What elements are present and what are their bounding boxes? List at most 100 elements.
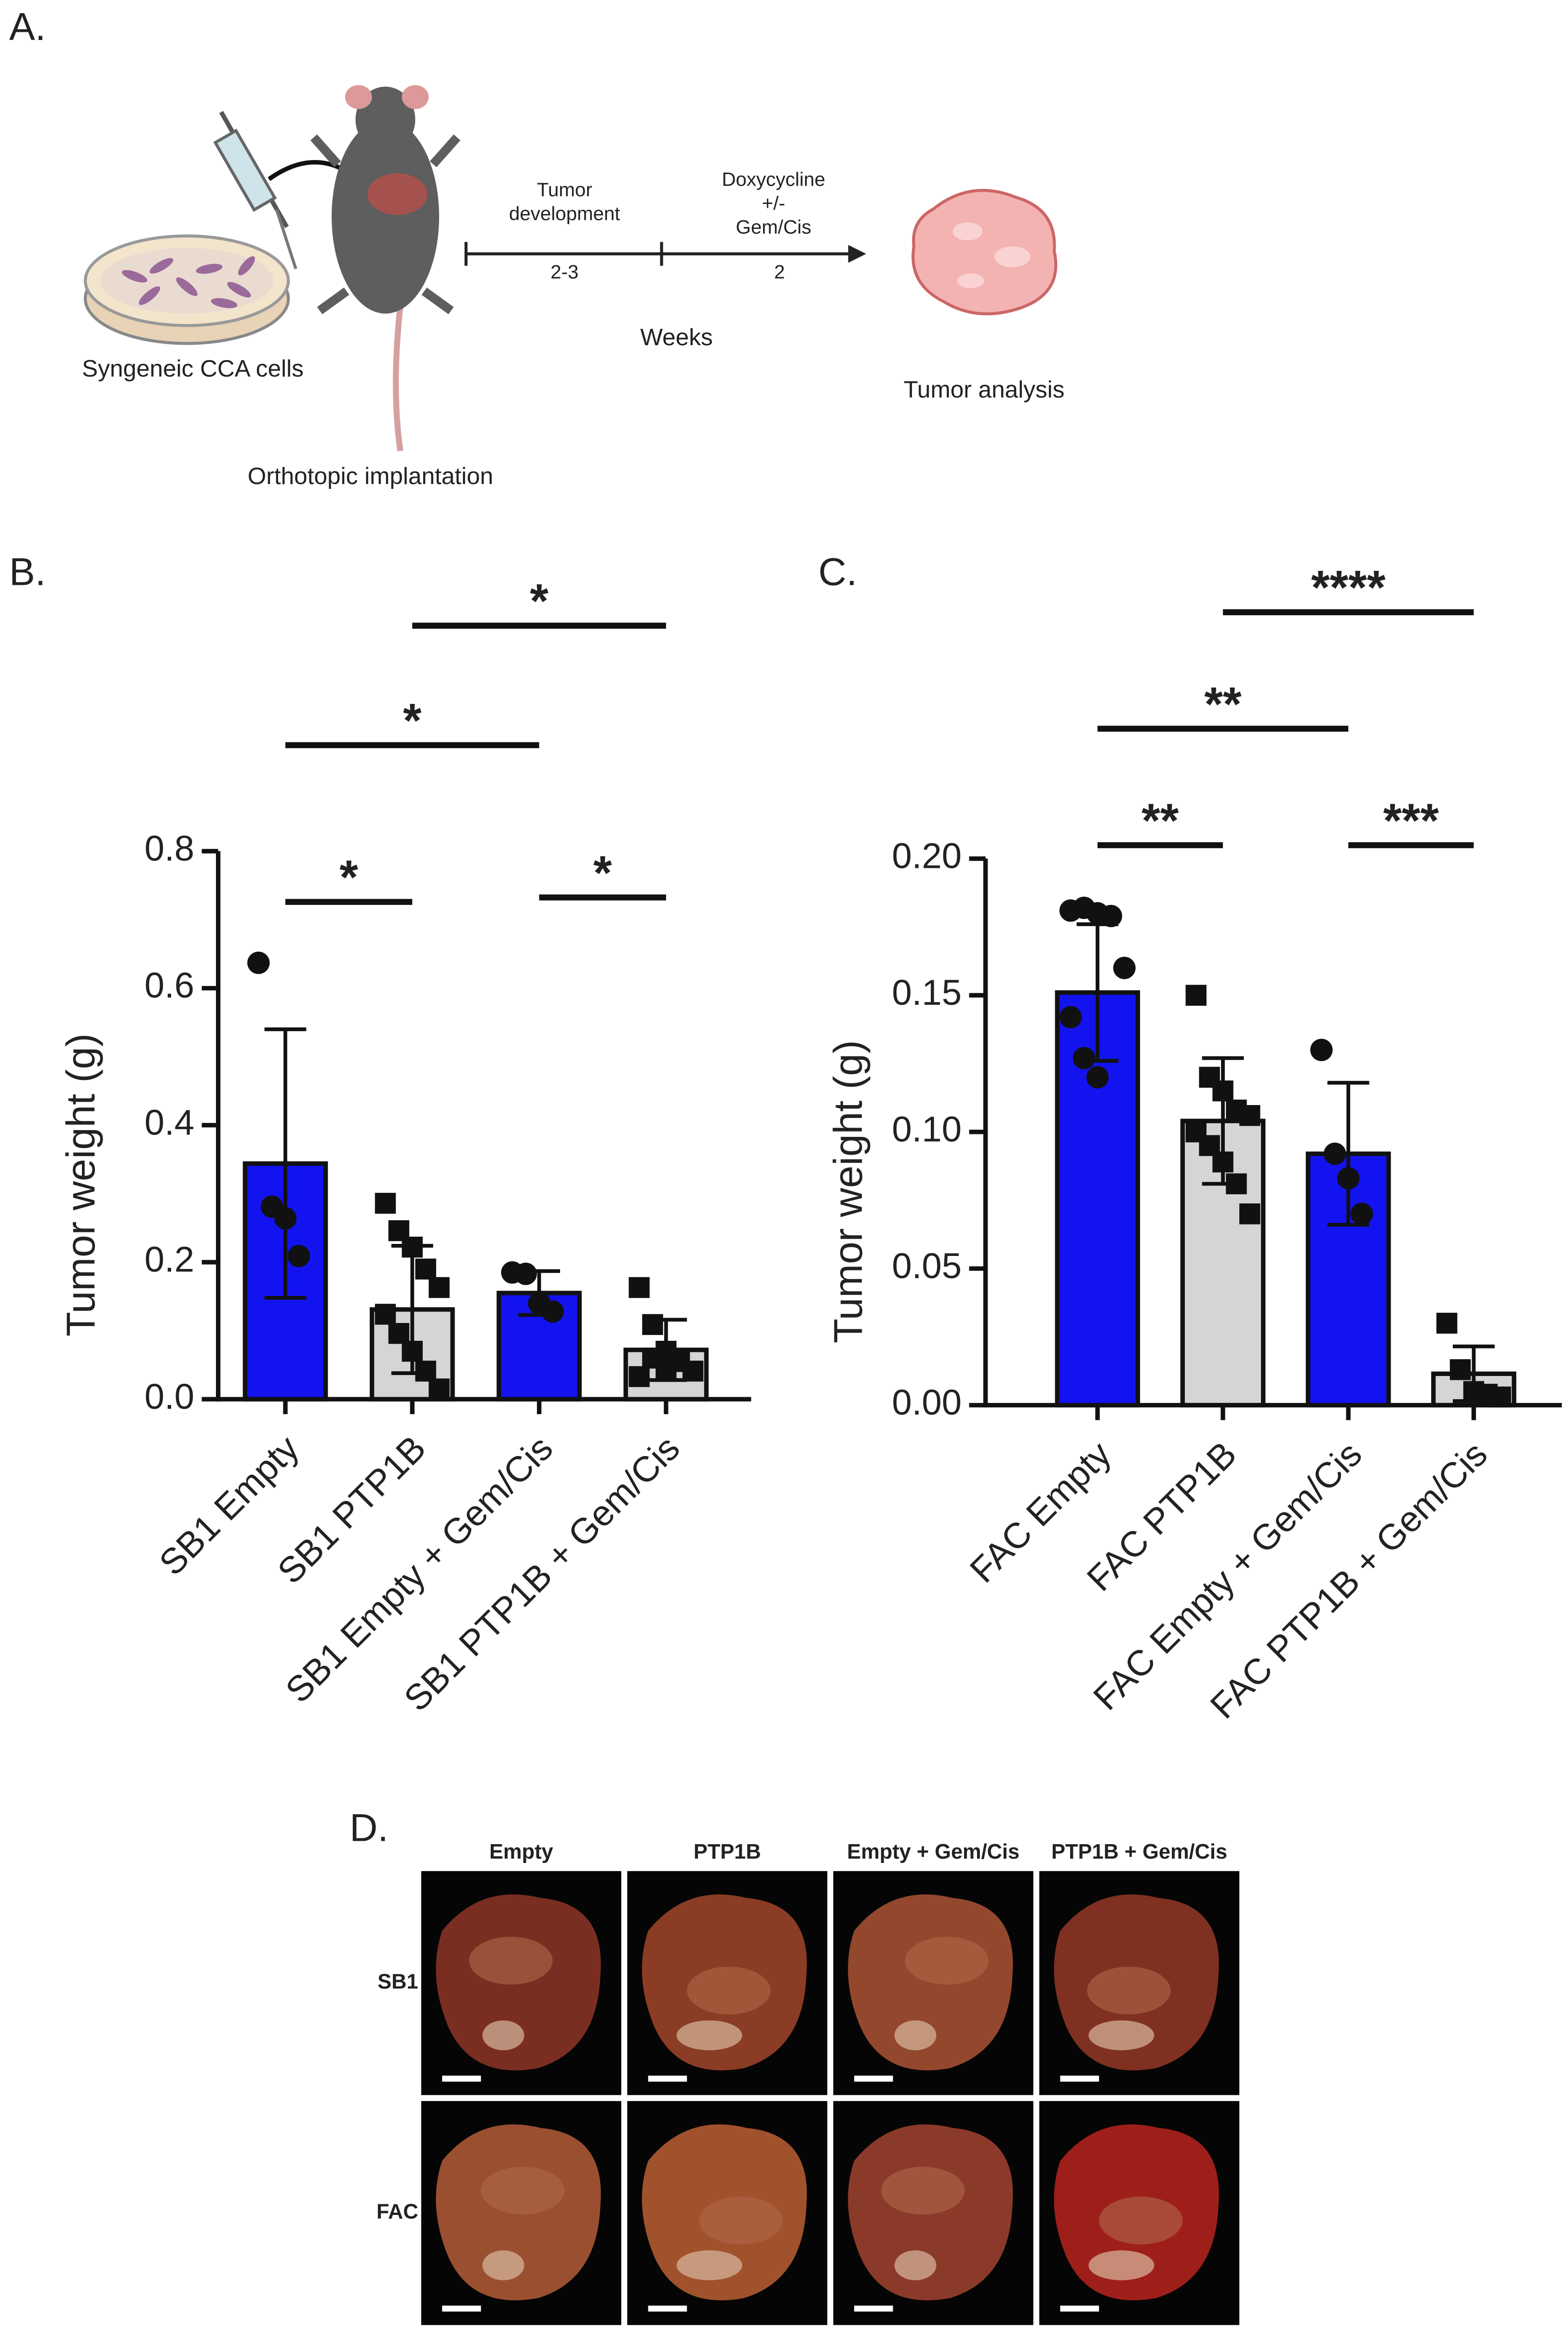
step-label: +/-: [762, 192, 785, 214]
y-tick-label: 0.4: [145, 1102, 194, 1142]
step-duration: 2: [774, 261, 785, 283]
data-point: [541, 1300, 564, 1323]
tumor-nodule: [1088, 2250, 1154, 2280]
tumor-nodule: [482, 2020, 524, 2051]
y-tick-label: 0.05: [892, 1246, 962, 1286]
tumor-nodule: [482, 2250, 524, 2280]
significance-label: ****: [1311, 561, 1386, 615]
significance-label: **: [1205, 677, 1242, 731]
data-point: [247, 951, 270, 974]
significance-label: **: [1141, 794, 1179, 848]
liver-highlight: [1087, 1967, 1171, 2015]
liver-highlight: [481, 2167, 565, 2215]
data-point: [1086, 1066, 1109, 1089]
mouse: [310, 85, 461, 452]
row-header: SB1: [377, 1970, 418, 1994]
panel-label: C.: [818, 551, 858, 594]
step-label: development: [509, 203, 620, 225]
syringe: [213, 110, 297, 270]
liver-highlight: [1099, 2197, 1183, 2245]
data-point: [1310, 1039, 1333, 1061]
column-header: PTP1B + Gem/Cis: [1051, 1840, 1227, 1863]
data-point: [1059, 1006, 1082, 1028]
significance-label: *: [530, 575, 549, 628]
liver-highlight: [881, 2167, 965, 2215]
y-tick-label: 0.15: [892, 972, 962, 1012]
y-tick-label: 0.2: [145, 1240, 194, 1280]
data-point: [1072, 1047, 1096, 1069]
column-header: Empty: [489, 1840, 553, 1863]
tumor-nodule: [894, 2020, 937, 2051]
data-point: [682, 1361, 704, 1382]
data-point: [1436, 1312, 1458, 1334]
step-label: Gem/Cis: [736, 216, 812, 238]
data-point: [415, 1258, 436, 1280]
liver-highlight: [905, 1937, 989, 1985]
data-point: [514, 1262, 537, 1285]
tumor-nodule: [676, 2020, 742, 2051]
data-point: [1350, 1202, 1373, 1225]
step-duration: 2-3: [550, 261, 578, 283]
column-header: Empty + Gem/Cis: [847, 1840, 1019, 1863]
timeline-arrow: [848, 244, 866, 263]
data-point: [642, 1314, 663, 1335]
data-point: [1324, 1142, 1346, 1165]
data-point: [1113, 957, 1136, 979]
data-point: [287, 1244, 310, 1268]
data-point: [402, 1237, 423, 1258]
column-header: PTP1B: [694, 1840, 761, 1863]
panel-label: B.: [9, 551, 46, 594]
data-point: [1337, 1167, 1360, 1190]
data-point: [375, 1304, 396, 1325]
data-point: [629, 1366, 650, 1387]
data-point: [1212, 1080, 1233, 1102]
cells-label: Syngeneic CCA cells: [82, 355, 304, 382]
liver-highlight: [687, 1967, 771, 2015]
data-point: [1449, 1359, 1471, 1380]
significance-label: *: [403, 694, 422, 747]
y-axis-label: Tumor weight (g): [58, 1033, 103, 1336]
data-point: [656, 1358, 677, 1379]
data-point: [388, 1323, 410, 1344]
tumor-nodule: [1088, 2020, 1154, 2051]
data-point: [375, 1193, 396, 1214]
y-tick-label: 0.6: [145, 965, 194, 1005]
y-tick-label: 0.20: [892, 836, 962, 876]
liver-highlight: [698, 2197, 783, 2245]
timeline-axis-label: Weeks: [640, 324, 713, 351]
y-tick-label: 0.00: [892, 1382, 962, 1422]
y-tick-label: 0.10: [892, 1109, 962, 1149]
data-point: [1212, 1151, 1233, 1173]
data-point: [429, 1378, 450, 1400]
significance-label: *: [339, 851, 358, 904]
data-point: [402, 1340, 423, 1362]
significance-label: ***: [1383, 794, 1439, 848]
data-point: [429, 1277, 450, 1298]
liver-highlight: [469, 1937, 553, 1985]
panel-label: A.: [9, 5, 46, 49]
step-label: Doxycycline: [722, 168, 825, 190]
data-point: [274, 1207, 297, 1230]
tumor-nodule: [676, 2250, 742, 2280]
step-label: Tumor: [537, 179, 592, 201]
y-tick-label: 0.0: [145, 1376, 194, 1417]
row-header: FAC: [376, 2200, 418, 2224]
implant-label: Orthotopic implantation: [248, 462, 494, 489]
data-point: [415, 1361, 436, 1382]
petri-dish: [83, 234, 290, 345]
panel-label: D.: [349, 1806, 389, 1849]
data-point: [1239, 1203, 1260, 1225]
tumor-nodule: [894, 2250, 937, 2280]
y-tick-label: 0.8: [145, 828, 194, 868]
result-label: Tumor analysis: [903, 376, 1064, 403]
y-axis-label: Tumor weight (g): [825, 1040, 871, 1343]
data-point: [1185, 985, 1207, 1006]
significance-label: *: [593, 846, 612, 900]
tumor: [911, 189, 1058, 316]
data-point: [1099, 904, 1123, 928]
data-point: [1226, 1173, 1247, 1195]
data-point: [1239, 1105, 1260, 1126]
data-point: [629, 1277, 650, 1298]
